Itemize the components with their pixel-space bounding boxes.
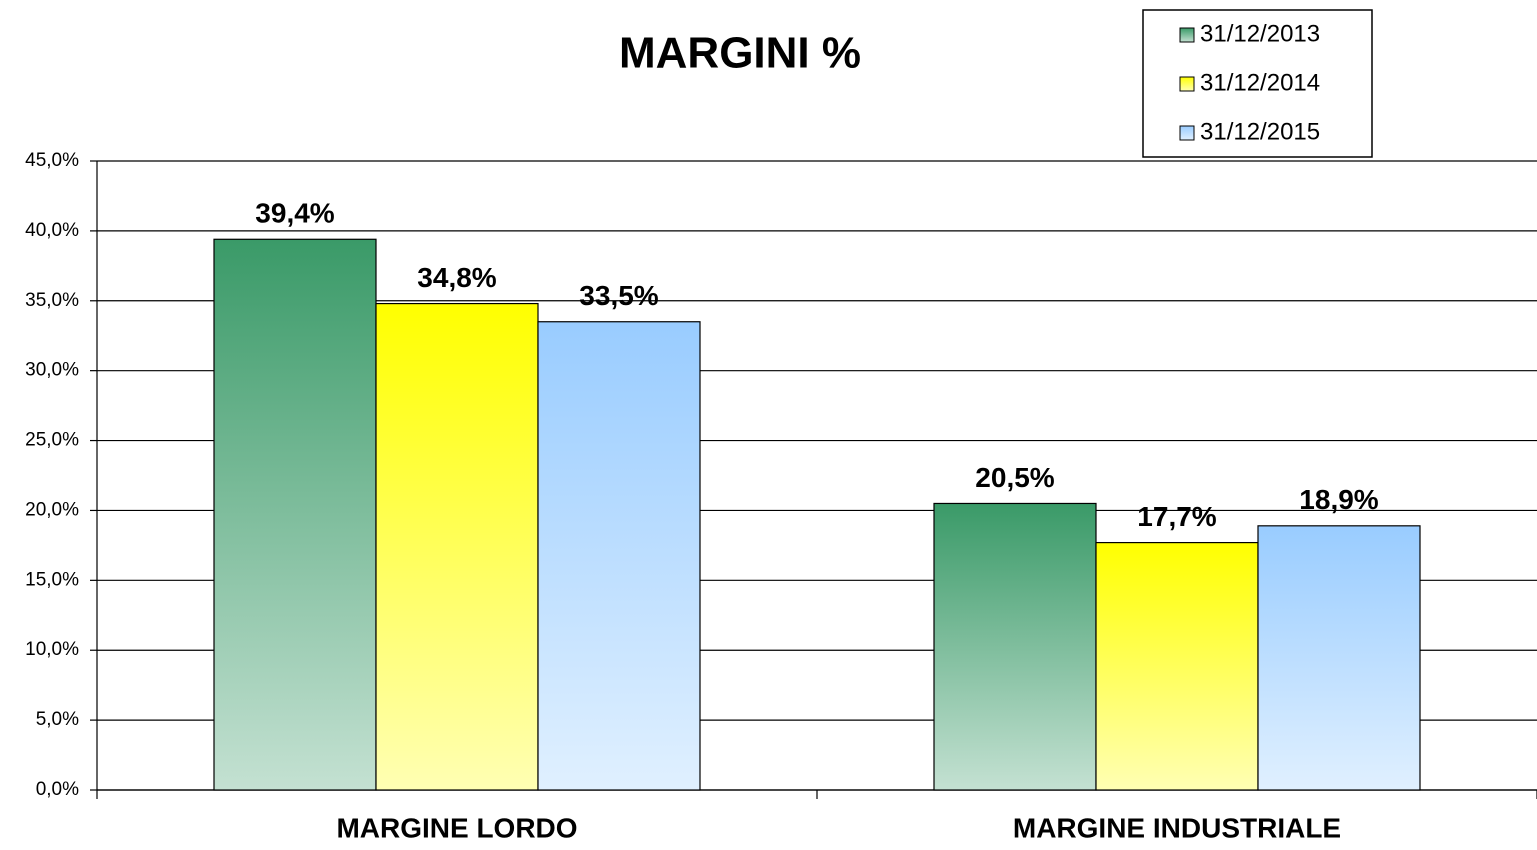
data-label: 34,8% [417, 262, 496, 293]
y-tick-label: 30,0% [25, 360, 79, 381]
data-label: 20,5% [975, 462, 1054, 493]
data-label: 33,5% [579, 280, 658, 311]
y-tick-label: 25,0% [25, 430, 79, 451]
y-tick-label: 40,0% [25, 220, 79, 241]
y-tick-label: 15,0% [25, 569, 79, 590]
bar [933, 502, 1097, 791]
y-tick-label: 5,0% [36, 709, 79, 730]
y-tick-label: 35,0% [25, 290, 79, 311]
legend-swatch [1179, 27, 1195, 43]
bar [1257, 525, 1421, 791]
y-tick-label: 10,0% [25, 639, 79, 660]
data-label: 39,4% [255, 198, 334, 229]
bar [375, 302, 539, 791]
y-tick-label: 20,0% [25, 499, 79, 520]
data-label: 18,9% [1299, 484, 1378, 515]
legend-swatch [1179, 125, 1195, 141]
bar [1095, 541, 1259, 791]
bar [213, 238, 377, 791]
y-tick-label: 0,0% [36, 779, 79, 800]
legend-swatch [1179, 76, 1195, 92]
x-tick-label: MARGINE INDUSTRIALE [1013, 812, 1341, 843]
legend-label: 31/12/2015 [1200, 118, 1320, 145]
legend-label: 31/12/2013 [1200, 20, 1320, 47]
chart-title: MARGINI % [619, 29, 861, 78]
data-label: 17,7% [1137, 501, 1216, 532]
legend-label: 31/12/2014 [1200, 69, 1320, 96]
y-tick-label: 45,0% [25, 150, 79, 171]
x-tick-label: MARGINE LORDO [336, 812, 577, 843]
bar [537, 321, 701, 791]
